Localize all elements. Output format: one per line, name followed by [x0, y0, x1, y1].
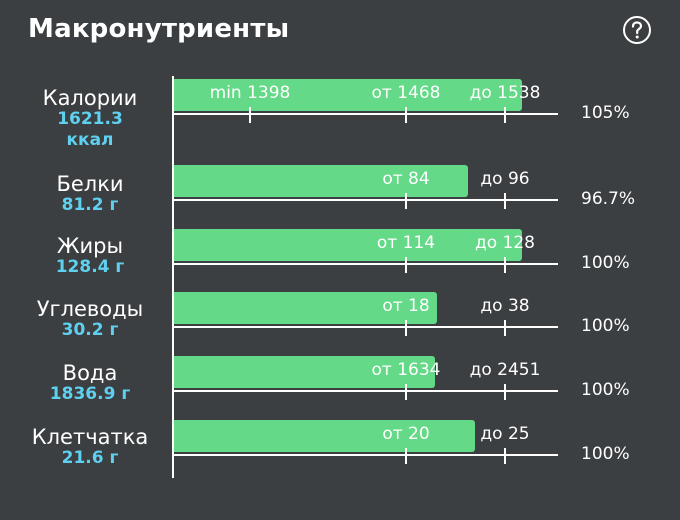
scale-tick: [405, 257, 407, 273]
nutrient-row: от 84 до 96 Белки 81.2 г 96.7%: [0, 165, 680, 229]
scale-tick-label: от 20: [382, 424, 430, 444]
scale-tick: [504, 107, 506, 123]
nutrient-bar: [174, 292, 437, 324]
nutrient-percent: 100%: [581, 253, 630, 273]
nutrient-amount-value: 1836.9 г: [49, 384, 131, 404]
nutrient-percent: 96.7%: [581, 189, 636, 209]
nutrient-scale-line: [174, 326, 558, 328]
scale-tick-label: min 1398: [209, 83, 291, 103]
scale-tick-label: до 2451: [469, 360, 541, 380]
nutrient-name: Белки: [56, 172, 124, 196]
nutrient-bar: [174, 420, 475, 452]
nutrient-row: от 114 до 128 Жиры 128.4 г 100%: [0, 229, 680, 293]
nutrient-amount-value: 21.6 г: [61, 448, 119, 468]
scale-tick: [504, 257, 506, 273]
nutrient-name: Вода: [62, 361, 118, 385]
nutrient-bar: [174, 79, 522, 111]
nutrient-scale-line: [174, 390, 558, 392]
nutrient-amount: 81.2 г: [10, 195, 170, 216]
nutrient-scale-line: [174, 113, 558, 115]
nutrient-row: от 1634 до 2451 Вода 1836.9 г 100%: [0, 356, 680, 420]
scale-tick: [405, 320, 407, 336]
scale-tick-label: от 1468: [371, 83, 441, 103]
help-button[interactable]: [622, 15, 652, 45]
nutrient-percent: 100%: [581, 444, 630, 464]
nutrient-bar: [174, 165, 468, 197]
nutrient-amount: 30.2 г: [10, 320, 170, 341]
scale-tick: [504, 193, 506, 209]
nutrient-amount-value: 30.2 г: [61, 320, 119, 340]
scale-tick: [504, 320, 506, 336]
nutrient-name: Жиры: [56, 234, 124, 258]
scale-tick-label: до 96: [480, 169, 530, 189]
nutrient-bar: [174, 229, 522, 261]
scale-tick-label: от 18: [382, 296, 430, 316]
nutrient-amount-value: 128.4 г: [55, 257, 125, 277]
nutrient-row: от 20 до 25 Клетчатка 21.6 г 100%: [0, 420, 680, 484]
header: Макронутриенты: [0, 0, 680, 64]
nutrient-name: Углеводы: [36, 297, 144, 321]
nutrient-name: Клетчатка: [31, 425, 149, 449]
scale-tick-label: от 1634: [371, 360, 441, 380]
nutrient-amount: 1836.9 г: [10, 384, 170, 405]
nutrient-percent: 105%: [581, 103, 630, 123]
scale-tick-label: до 1538: [469, 83, 541, 103]
nutrient-amount: 128.4 г: [10, 257, 170, 278]
nutrient-amount-value: 81.2 г: [61, 195, 119, 215]
nutrient-amount: 1621.3 ккал: [10, 109, 170, 151]
scale-tick-label: до 25: [480, 424, 530, 444]
scale-tick: [504, 448, 506, 464]
scale-tick: [405, 107, 407, 123]
nutrient-bar: [174, 356, 435, 388]
scale-tick-label: до 38: [480, 296, 530, 316]
scale-tick: [405, 384, 407, 400]
nutrient-scale-line: [174, 263, 558, 265]
page-title: Макронутриенты: [28, 14, 290, 44]
nutrient-amount-value: 1621.3: [57, 109, 123, 129]
scale-tick: [249, 107, 251, 123]
scale-tick: [504, 384, 506, 400]
scale-tick-label: от 84: [382, 169, 430, 189]
nutrient-amount-unit: ккал: [66, 130, 114, 150]
nutrient-row: min 1398 от 1468 до 1538 Калории 1621.3 ккал 1…: [0, 79, 680, 150]
chart-axis: [172, 76, 174, 478]
nutrient-scale-line: [174, 454, 558, 456]
nutrient-scale-line: [174, 199, 558, 201]
nutrient-row: от 18 до 38 Углеводы 30.2 г 100%: [0, 292, 680, 356]
question-circle-icon: [623, 16, 651, 44]
scale-tick: [405, 448, 407, 464]
nutrient-amount: 21.6 г: [10, 448, 170, 469]
scale-tick: [405, 193, 407, 209]
scale-tick-label: от 114: [376, 233, 436, 253]
nutrient-percent: 100%: [581, 380, 630, 400]
nutrient-percent: 100%: [581, 316, 630, 336]
nutrient-name: Калории: [42, 86, 138, 110]
scale-tick-label: до 128: [474, 233, 536, 253]
